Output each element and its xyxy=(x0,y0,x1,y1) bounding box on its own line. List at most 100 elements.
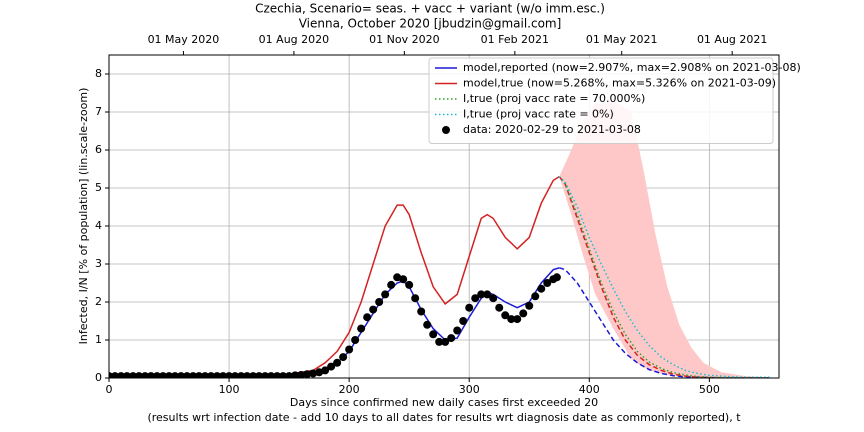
data-point xyxy=(159,372,168,378)
x-axis-label: Days since confirmed new daily cases fir… xyxy=(290,396,598,409)
series-line xyxy=(558,176,770,378)
data-point xyxy=(285,372,294,378)
chart-subtitle: Vienna, October 2020 [jbudzin@gmail.com] xyxy=(299,17,562,31)
y-tick-label: 7 xyxy=(95,105,102,118)
y-tick-label: 1 xyxy=(95,333,102,346)
x-tick-label: 500 xyxy=(699,383,720,396)
legend-label: I,true (proj vacc rate = 0%) xyxy=(463,108,614,121)
data-point xyxy=(483,290,492,299)
data-point xyxy=(177,372,186,378)
data-point xyxy=(381,290,390,299)
plot-area xyxy=(109,100,770,378)
data-point xyxy=(513,315,522,324)
data-point xyxy=(219,372,228,378)
data-point xyxy=(261,372,270,378)
data-point xyxy=(465,303,474,312)
x-tick-label: 300 xyxy=(459,383,480,396)
data-point xyxy=(243,372,252,378)
data-point xyxy=(111,372,120,378)
data-point xyxy=(237,372,246,378)
data-point xyxy=(471,294,480,303)
data-point xyxy=(123,372,132,378)
series-line xyxy=(558,176,770,378)
data-point xyxy=(525,301,534,310)
data-point xyxy=(417,307,426,316)
x2-tick-label: 01 May 2020 xyxy=(148,33,220,46)
data-point xyxy=(183,372,192,378)
data-point xyxy=(489,294,498,303)
y-tick-label: 3 xyxy=(95,257,102,270)
data-point xyxy=(153,372,162,378)
data-point xyxy=(519,309,528,318)
chart-title: Czechia, Scenario= seas. + vacc + varian… xyxy=(255,2,605,16)
data-point xyxy=(339,353,348,362)
data-point xyxy=(231,372,240,378)
data-point xyxy=(459,317,468,325)
data-point xyxy=(225,372,234,378)
data-point xyxy=(507,315,516,324)
y-tick-label: 6 xyxy=(95,143,102,156)
data-point xyxy=(195,372,204,378)
data-point xyxy=(393,273,402,282)
data-point xyxy=(315,368,324,377)
x2-tick-label: 01 Aug 2021 xyxy=(697,33,767,46)
data-point xyxy=(387,280,396,289)
data-point xyxy=(375,298,384,306)
data-point xyxy=(303,370,312,378)
legend-label: model,true (now=5.268%, max=5.326% on 20… xyxy=(463,77,776,90)
data-point xyxy=(447,334,456,343)
legend-label: data: 2020-02-29 to 2021-03-08 xyxy=(463,123,641,136)
data-point xyxy=(411,294,420,303)
data-point xyxy=(213,372,222,378)
y-tick-label: 2 xyxy=(95,295,102,308)
data-point xyxy=(453,326,462,335)
data-point xyxy=(399,275,408,284)
data-point xyxy=(267,372,276,378)
y-tick-label: 0 xyxy=(95,371,102,384)
y-tick-label: 8 xyxy=(95,67,102,80)
data-point xyxy=(141,372,150,378)
y-tick-label: 5 xyxy=(95,181,102,194)
data-point xyxy=(291,371,300,378)
legend-label: model,reported (now=2.907%, max=2.908% o… xyxy=(463,61,801,74)
data-point xyxy=(537,284,546,293)
uncertainty-band xyxy=(559,100,770,378)
data-point xyxy=(333,358,342,367)
data-point xyxy=(279,372,288,378)
data-point xyxy=(321,366,330,375)
data-point xyxy=(309,369,318,378)
x2-tick-label: 01 Nov 2020 xyxy=(369,33,439,46)
data-point xyxy=(297,370,306,378)
data-point xyxy=(249,372,258,378)
data-point xyxy=(495,303,504,312)
x-axis-note: (results wrt infection date - add 10 day… xyxy=(147,411,741,424)
data-point xyxy=(147,372,156,378)
data-point xyxy=(552,273,561,282)
data-point xyxy=(171,372,180,378)
data-point xyxy=(351,336,360,344)
data-point xyxy=(207,372,216,378)
data-point xyxy=(201,372,210,378)
legend-box xyxy=(428,57,774,144)
x2-tick-label: 01 Aug 2020 xyxy=(259,33,329,46)
x2-tick-label: 01 Feb 2021 xyxy=(481,33,549,46)
data-point xyxy=(363,313,372,322)
data-point xyxy=(543,279,552,287)
data-point xyxy=(423,320,432,329)
data-point xyxy=(345,345,354,354)
data-point xyxy=(117,372,126,378)
data-point xyxy=(273,372,282,378)
legend-label: I,true (proj vacc rate = 70.000%) xyxy=(463,92,645,105)
data-point xyxy=(441,337,450,346)
data-point xyxy=(429,330,438,339)
data-point xyxy=(129,372,138,378)
x-tick-label: 0 xyxy=(106,383,113,396)
legend: model,reported (now=2.907%, max=2.908% o… xyxy=(428,57,801,144)
x-tick-label: 400 xyxy=(579,383,600,396)
y-axis-label: Infected, I/N [% of population] (lin.sca… xyxy=(77,88,90,345)
data-point xyxy=(189,372,198,378)
legend-swatch xyxy=(442,126,450,134)
y-tick-label: 4 xyxy=(95,219,102,232)
